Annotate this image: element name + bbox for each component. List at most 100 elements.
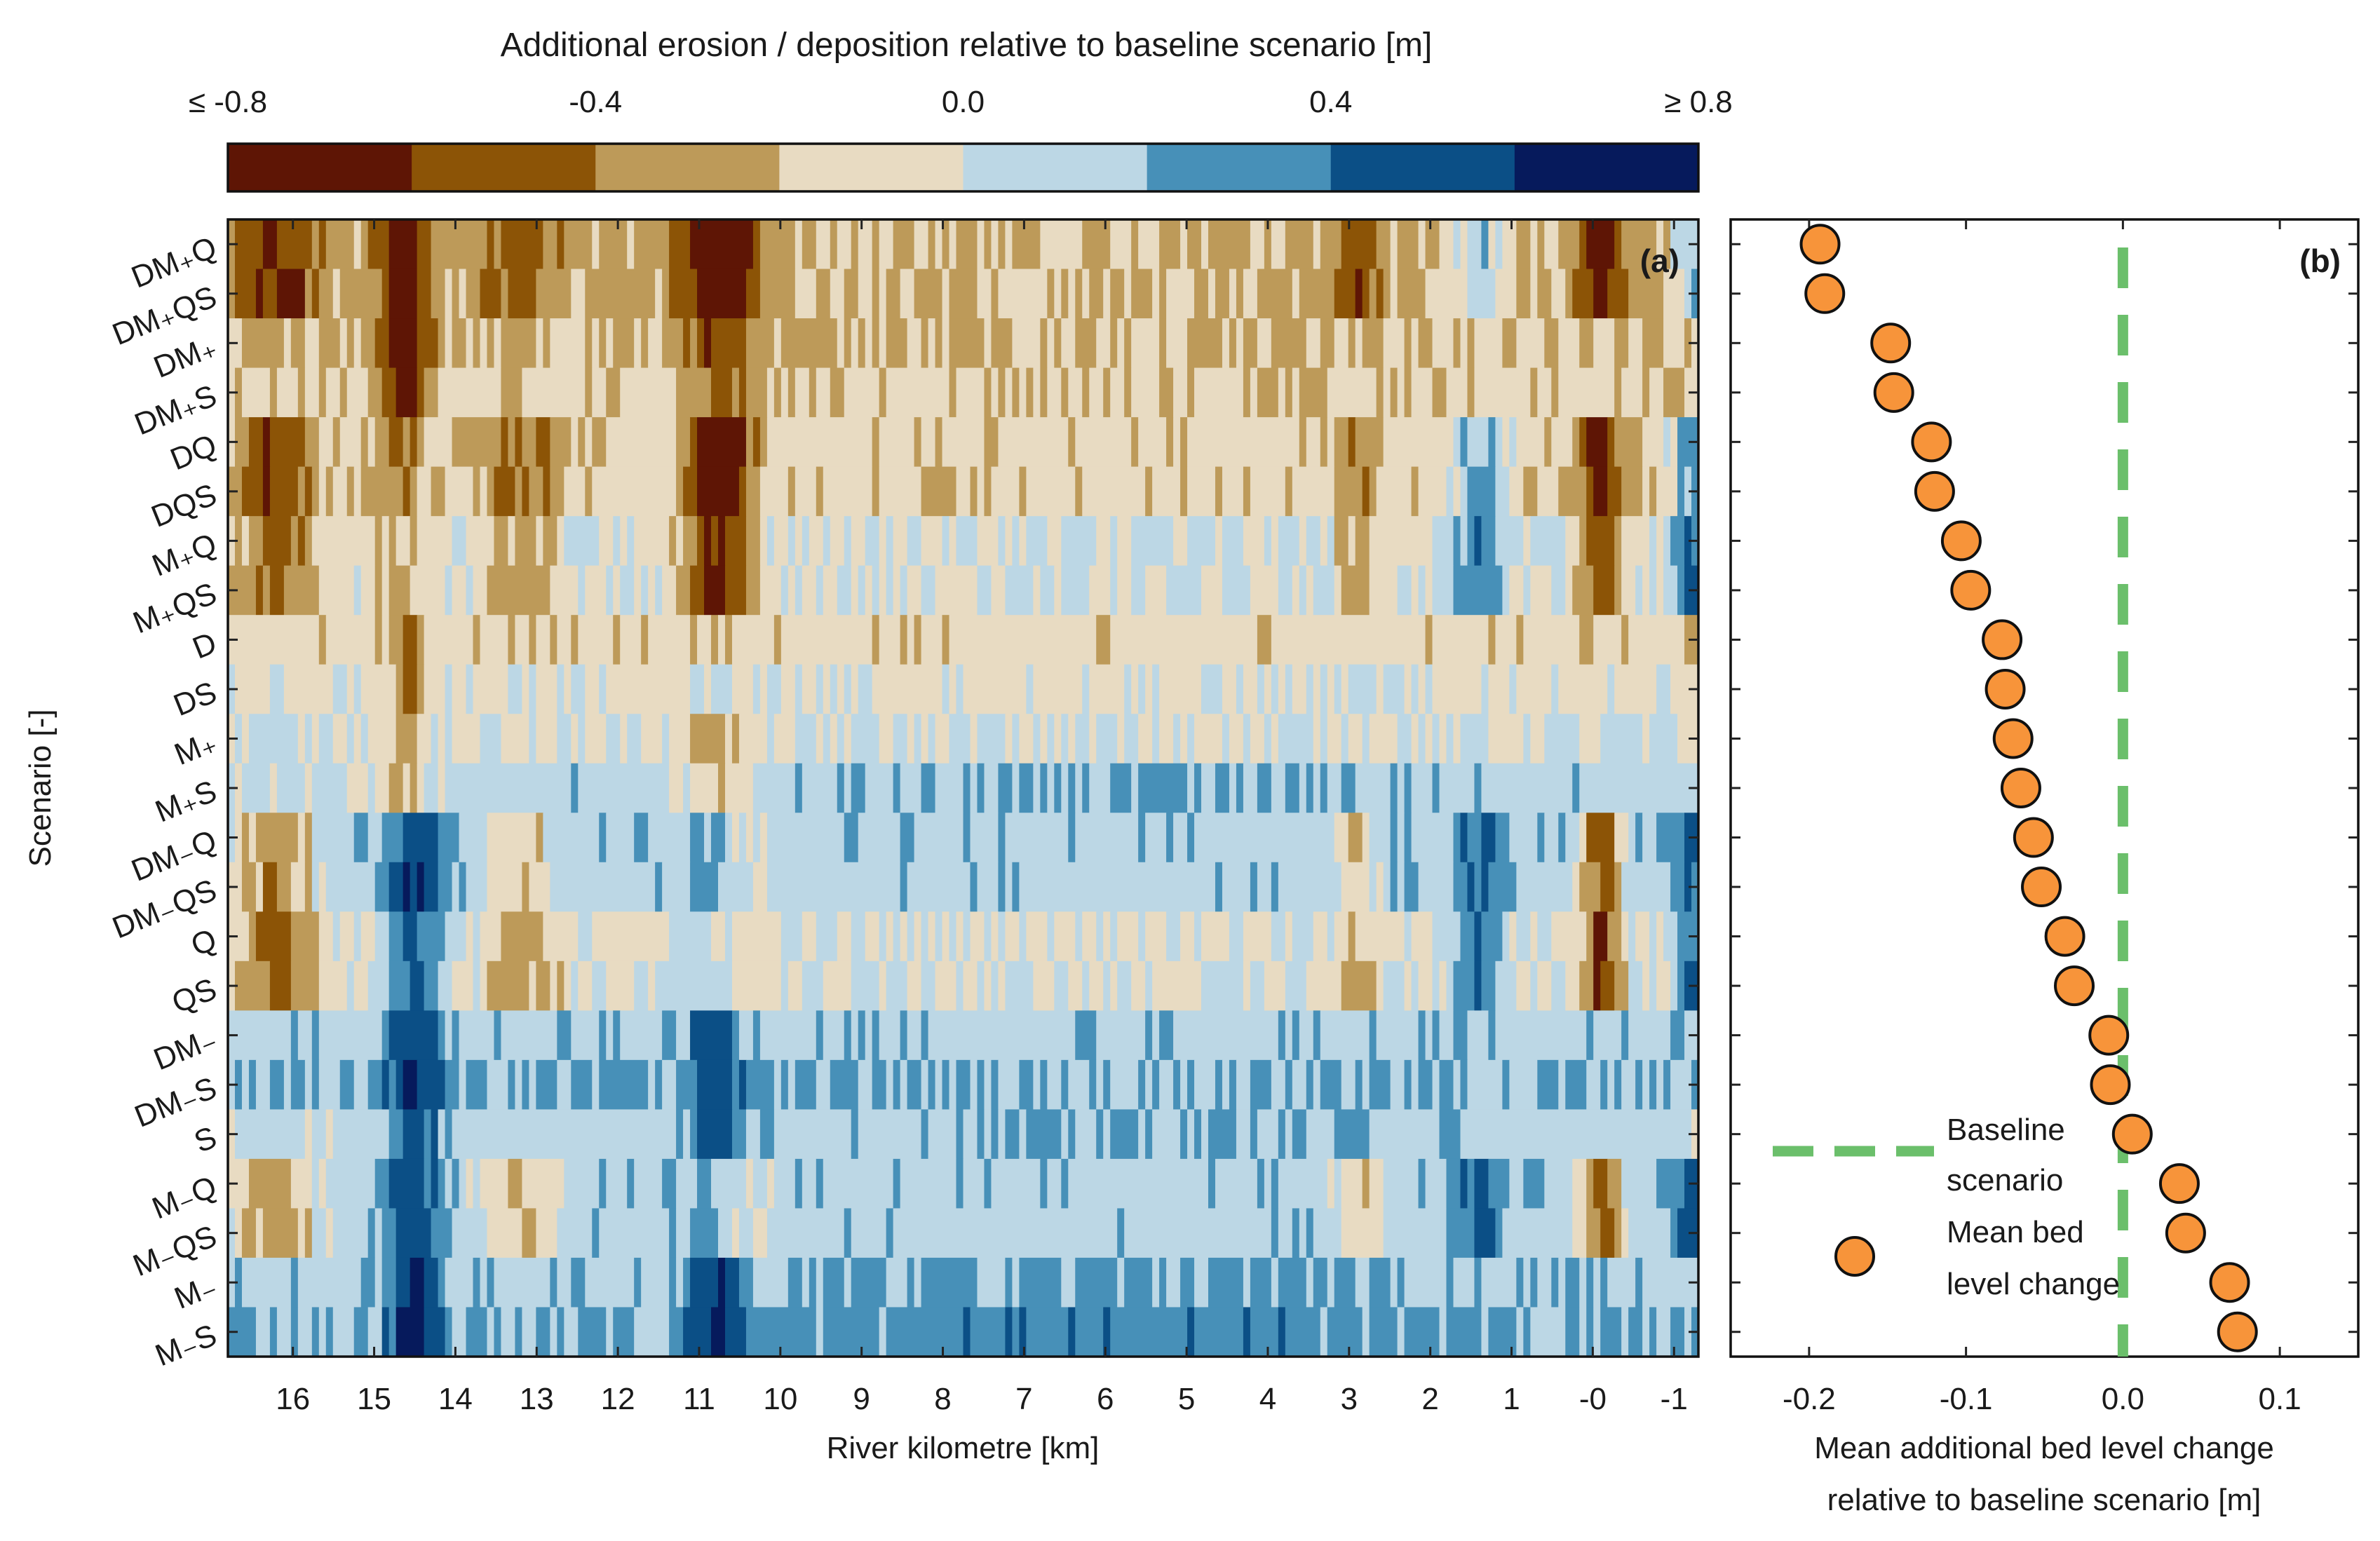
heatmap-cell bbox=[683, 763, 691, 813]
heatmap-cell bbox=[731, 960, 782, 1011]
heatmap-cell bbox=[241, 466, 264, 517]
heatmap-cell bbox=[1005, 862, 1013, 912]
heatmap-cell bbox=[731, 664, 754, 714]
heatmap-cell bbox=[759, 1109, 775, 1160]
heatmap-cell bbox=[585, 318, 593, 369]
heatmap-cell bbox=[886, 367, 950, 418]
heatmap-cell bbox=[445, 1010, 453, 1061]
heatmap-cell bbox=[494, 1010, 502, 1061]
heatmap-cell bbox=[1138, 763, 1188, 813]
heatmap-cell bbox=[353, 318, 362, 369]
scatter-point bbox=[2044, 916, 2085, 957]
heatmap-cell bbox=[704, 664, 712, 714]
heatmap-cell bbox=[627, 219, 635, 270]
heatmap-cell bbox=[1579, 615, 1594, 665]
heatmap-cell bbox=[1061, 714, 1069, 764]
heatmap-cell bbox=[752, 1208, 768, 1258]
heatmap-cell bbox=[963, 1307, 971, 1357]
heatmap-cell bbox=[998, 1109, 1006, 1160]
heatmap-cell bbox=[353, 714, 362, 764]
heatmap-cell bbox=[1404, 763, 1412, 813]
heatmap-cell bbox=[907, 960, 922, 1011]
heatmap-cell bbox=[1089, 1059, 1097, 1110]
heatmap-cell bbox=[388, 1010, 439, 1061]
heatmap-cell bbox=[844, 1208, 852, 1258]
colorbar bbox=[226, 142, 1700, 193]
heatmap-cell bbox=[928, 219, 936, 270]
heatmap-cell bbox=[1600, 1059, 1608, 1110]
heatmap-cell bbox=[1306, 417, 1321, 468]
heatmap-cell bbox=[318, 1307, 327, 1357]
heatmap-cell bbox=[325, 1307, 334, 1357]
heatmap-cell bbox=[367, 763, 376, 813]
heatmap-cell bbox=[1292, 1059, 1307, 1110]
heatmap-cell bbox=[311, 1059, 320, 1110]
heatmap-cell bbox=[1453, 1257, 1475, 1308]
heatmap-cell bbox=[1313, 1208, 1342, 1258]
heatmap-cell bbox=[949, 219, 957, 270]
heatmap-cell bbox=[325, 367, 341, 418]
heatmap-cell bbox=[1117, 714, 1125, 764]
heatmap-x-tick-label: 5 bbox=[1178, 1382, 1195, 1416]
heatmap-cell bbox=[1348, 911, 1356, 962]
heatmap-cell bbox=[697, 1109, 733, 1160]
heatmap-cell bbox=[466, 911, 474, 962]
heatmap-cell bbox=[1222, 862, 1251, 912]
heatmap-cell bbox=[1383, 318, 1405, 369]
heatmap-cell bbox=[1138, 219, 1160, 270]
heatmap-cell bbox=[459, 1158, 467, 1209]
heatmap-cell bbox=[1593, 466, 1608, 517]
heatmap-cell bbox=[921, 615, 943, 665]
heatmap-cell bbox=[1250, 1257, 1272, 1308]
heatmap-cell bbox=[501, 911, 543, 962]
heatmap-cell bbox=[346, 664, 355, 714]
heatmap-cell bbox=[984, 219, 992, 270]
heatmap-cell bbox=[942, 615, 950, 665]
heatmap-cell bbox=[276, 269, 306, 319]
heatmap-cell bbox=[438, 1158, 446, 1209]
heatmap-cell bbox=[1103, 960, 1111, 1011]
heatmap-cell bbox=[1278, 367, 1286, 418]
heatmap-cell bbox=[1005, 960, 1034, 1011]
heatmap-cell bbox=[424, 615, 474, 665]
heatmap-cell bbox=[977, 466, 985, 517]
heatmap-cell bbox=[290, 318, 306, 369]
heatmap-cell bbox=[949, 269, 978, 319]
heatmap-cell bbox=[480, 911, 502, 962]
heatmap-cell bbox=[1194, 1109, 1202, 1160]
heatmap-cell bbox=[1229, 763, 1237, 813]
heatmap-cell bbox=[977, 862, 999, 912]
heatmap-cell bbox=[557, 219, 564, 270]
heatmap-cell bbox=[374, 615, 383, 665]
heatmap-cell bbox=[738, 1059, 747, 1110]
heatmap-cell bbox=[536, 714, 557, 764]
heatmap-cell bbox=[844, 318, 852, 369]
heatmap-cell bbox=[1418, 565, 1426, 616]
heatmap-cell bbox=[795, 714, 817, 764]
heatmap-cell bbox=[332, 1307, 355, 1357]
heatmap-cell bbox=[780, 664, 796, 714]
heatmap-cell bbox=[1306, 664, 1314, 714]
heatmap-cell bbox=[676, 1208, 691, 1258]
heatmap-cell bbox=[893, 219, 915, 270]
heatmap-cell bbox=[325, 1208, 334, 1258]
heatmap-cell bbox=[1040, 367, 1048, 418]
heatmap-cell bbox=[690, 862, 719, 912]
heatmap-cell bbox=[1271, 763, 1286, 813]
heatmap-cell bbox=[1355, 318, 1363, 369]
heatmap-cell bbox=[318, 269, 334, 319]
heatmap-cell bbox=[683, 318, 691, 369]
heatmap-cell bbox=[304, 269, 313, 319]
heatmap-cell bbox=[1334, 911, 1349, 962]
heatmap-cell bbox=[1194, 1257, 1209, 1308]
heatmap-cell bbox=[1236, 318, 1244, 369]
heatmap-cell bbox=[648, 1059, 656, 1110]
heatmap-cell bbox=[1369, 269, 1377, 319]
heatmap-cell bbox=[1635, 1059, 1643, 1110]
heatmap-cell bbox=[1579, 219, 1587, 270]
heatmap-cell bbox=[564, 516, 600, 566]
heatmap-cell bbox=[1432, 911, 1461, 962]
heatmap-cell bbox=[1271, 318, 1307, 369]
heatmap-cell bbox=[984, 367, 992, 418]
heatmap-cell bbox=[1299, 367, 1328, 418]
